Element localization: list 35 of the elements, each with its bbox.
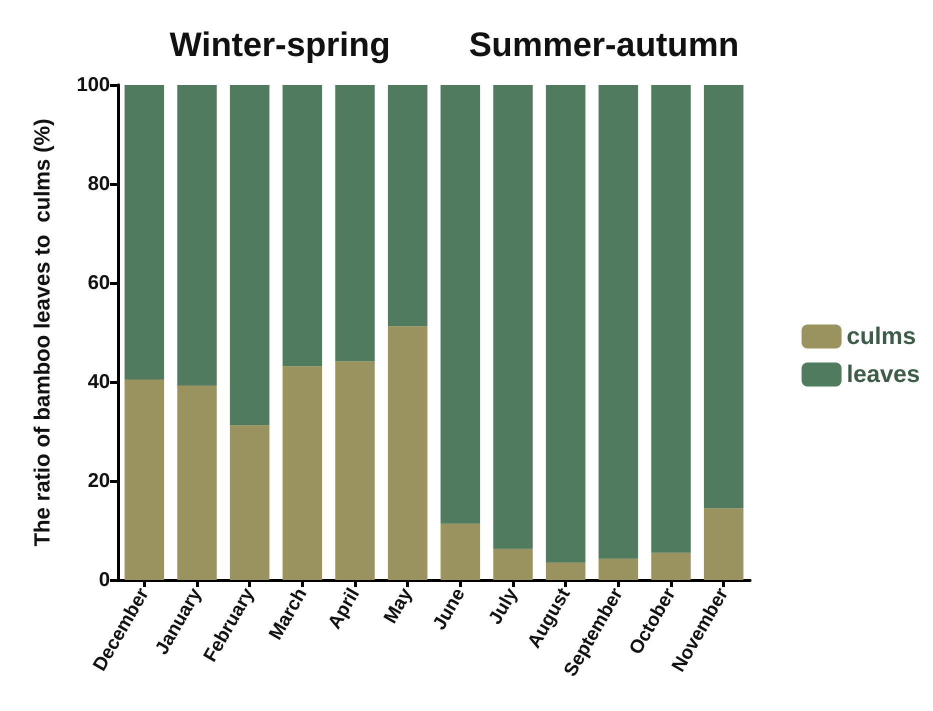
y-tick-label: 40 <box>88 371 110 393</box>
bar <box>335 361 375 580</box>
bar <box>493 85 533 549</box>
bar <box>388 326 428 580</box>
y-tick-label: 20 <box>88 470 110 492</box>
text: Winter-spring <box>170 26 390 64</box>
bar <box>388 85 428 326</box>
bar <box>651 85 691 553</box>
bar <box>440 524 480 580</box>
text: Summer-autumn <box>468 26 740 64</box>
legend-label: leaves <box>846 361 920 388</box>
bar <box>124 380 164 580</box>
bar <box>177 385 217 580</box>
bar <box>230 85 270 426</box>
bar <box>124 85 164 380</box>
bar <box>598 85 638 559</box>
bar <box>493 548 533 580</box>
y-tick-label: 80 <box>88 173 110 195</box>
y-tick-label: 100 <box>76 74 110 96</box>
y-tick-label: 0 <box>98 569 110 591</box>
bar <box>440 85 480 524</box>
y-tick-label: 60 <box>88 272 110 294</box>
bar <box>546 562 586 580</box>
bar <box>546 85 586 563</box>
bar <box>704 508 744 580</box>
legend-label: culms <box>846 323 916 350</box>
bar <box>651 552 691 580</box>
bar <box>177 85 217 386</box>
bar <box>230 425 270 580</box>
bar <box>704 85 744 508</box>
y-axis-title: The ratio of bamboo leaves to culms (%) <box>30 118 54 546</box>
bar <box>282 366 322 580</box>
bar <box>282 85 322 366</box>
bar <box>598 558 638 580</box>
bar <box>335 85 375 362</box>
